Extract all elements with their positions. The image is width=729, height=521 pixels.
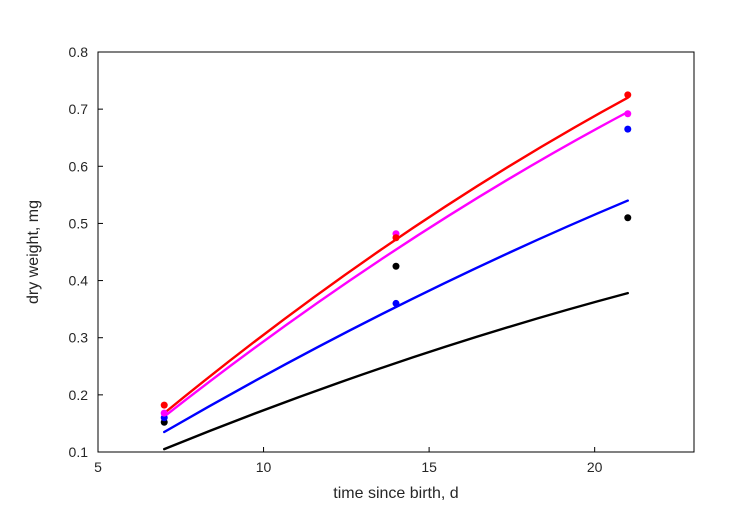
y-tick-label: 0.6 <box>69 158 89 174</box>
y-tick-label: 0.1 <box>69 444 89 460</box>
point-blue <box>624 126 631 133</box>
x-tick-label: 15 <box>421 459 437 475</box>
point-red <box>393 234 400 241</box>
x-tick-label: 20 <box>587 459 603 475</box>
dry-weight-chart: 5 10 15 20 0.1 0.2 0.3 0.4 0.5 0.6 0.7 0.8 time sinc… <box>0 0 729 521</box>
point-black <box>624 214 631 221</box>
point-magenta <box>624 110 631 117</box>
y-tick-label: 0.2 <box>69 387 89 403</box>
x-tick-label: 10 <box>256 459 272 475</box>
point-black <box>393 263 400 270</box>
chart-svg: 5 10 15 20 0.1 0.2 0.3 0.4 0.5 0.6 0.7 0.8 time sinc… <box>0 0 729 521</box>
y-tick-label: 0.5 <box>69 215 89 231</box>
point-red <box>161 402 168 409</box>
x-tick-label: 5 <box>94 459 102 475</box>
point-blue <box>393 300 400 307</box>
point-magenta <box>161 410 168 417</box>
x-axis-title: time since birth, d <box>333 485 458 502</box>
plot-area <box>98 52 694 452</box>
y-tick-label: 0.7 <box>69 101 89 117</box>
y-tick-label: 0.4 <box>69 273 89 289</box>
y-tick-label: 0.8 <box>69 44 89 60</box>
y-tick-label: 0.3 <box>69 330 89 346</box>
y-axis-title: dry weight, mg <box>25 200 42 304</box>
point-red <box>624 91 631 98</box>
